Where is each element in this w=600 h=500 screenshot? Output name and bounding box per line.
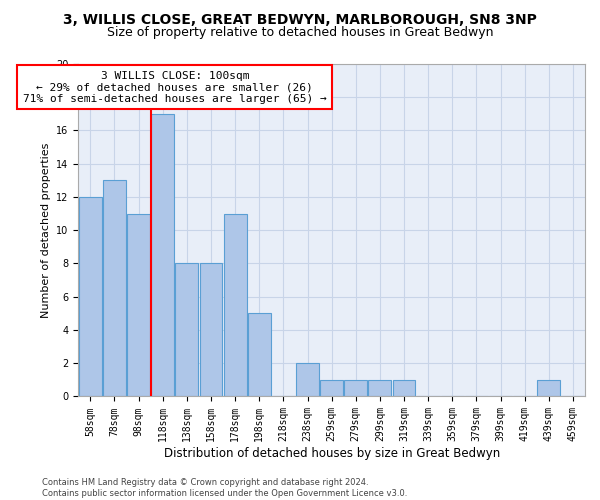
Text: Contains HM Land Registry data © Crown copyright and database right 2024.
Contai: Contains HM Land Registry data © Crown c…: [42, 478, 407, 498]
Bar: [175, 264, 199, 396]
Bar: [151, 114, 174, 397]
Text: 3 WILLIS CLOSE: 100sqm
← 29% of detached houses are smaller (26)
71% of semi-det: 3 WILLIS CLOSE: 100sqm ← 29% of detached…: [23, 70, 326, 104]
Bar: [103, 180, 126, 396]
Bar: [538, 380, 560, 396]
Bar: [296, 363, 319, 396]
Bar: [200, 264, 223, 396]
Bar: [392, 380, 415, 396]
Y-axis label: Number of detached properties: Number of detached properties: [41, 142, 50, 318]
Text: 3, WILLIS CLOSE, GREAT BEDWYN, MARLBOROUGH, SN8 3NP: 3, WILLIS CLOSE, GREAT BEDWYN, MARLBOROU…: [63, 12, 537, 26]
Bar: [320, 380, 343, 396]
Bar: [344, 380, 367, 396]
Bar: [224, 214, 247, 396]
Bar: [79, 197, 102, 396]
X-axis label: Distribution of detached houses by size in Great Bedwyn: Distribution of detached houses by size …: [164, 447, 500, 460]
Bar: [127, 214, 150, 396]
Text: Size of property relative to detached houses in Great Bedwyn: Size of property relative to detached ho…: [107, 26, 493, 39]
Bar: [248, 314, 271, 396]
Bar: [368, 380, 391, 396]
